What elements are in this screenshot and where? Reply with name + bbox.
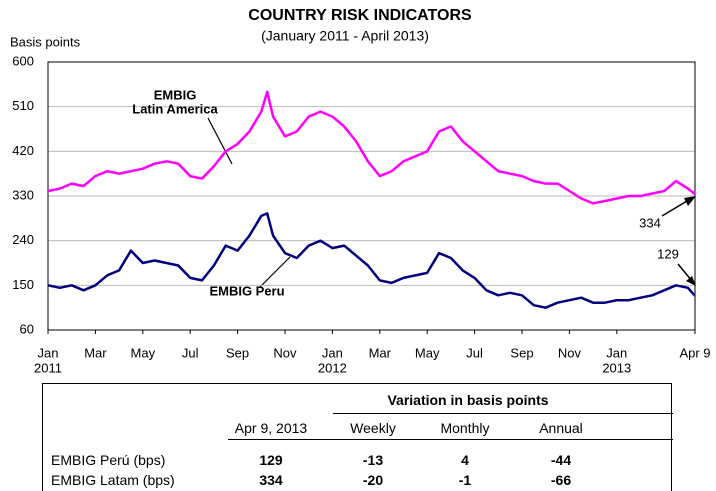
cell: -66 bbox=[550, 472, 572, 488]
annotation: 334 bbox=[639, 215, 661, 230]
x-year-label: 2012 bbox=[318, 360, 347, 375]
arrow-head bbox=[686, 276, 696, 286]
x-tick-label: Mar bbox=[84, 345, 107, 360]
arrow-head bbox=[684, 196, 696, 206]
cell: 334 bbox=[259, 472, 283, 488]
annotation: EMBIG bbox=[154, 87, 197, 102]
column-header: Annual bbox=[539, 420, 583, 436]
arrow bbox=[259, 256, 291, 288]
column-header: Apr 9, 2013 bbox=[234, 420, 308, 436]
x-tick-label: Nov bbox=[273, 345, 297, 360]
y-axis-label: Basis points bbox=[10, 34, 81, 49]
x-tick-label: May bbox=[131, 345, 156, 360]
y-tick-label: 420 bbox=[12, 143, 34, 158]
header-rule bbox=[333, 413, 673, 414]
cell: 129 bbox=[259, 452, 283, 468]
y-tick-label: 60 bbox=[20, 321, 34, 336]
x-tick-label: Jul bbox=[182, 345, 199, 360]
x-year-label: 2013 bbox=[602, 360, 631, 375]
y-tick-label: 510 bbox=[12, 98, 34, 113]
table: Variation in basis points Apr 9, 2013 Week… bbox=[42, 383, 673, 491]
series-line bbox=[47, 212, 696, 309]
x-tick-label: Jan bbox=[322, 345, 343, 360]
series-line bbox=[47, 90, 696, 205]
row-label: EMBIG Perú (bps) bbox=[51, 452, 166, 468]
x-tick-label: Sep bbox=[510, 345, 533, 360]
annotation: EMBIG Peru bbox=[209, 283, 284, 298]
annotation: 129 bbox=[657, 246, 679, 261]
row-label: EMBIG Latam (bps) bbox=[51, 472, 175, 488]
annotation: Latin America bbox=[132, 101, 218, 116]
cell: -13 bbox=[362, 452, 384, 468]
x-tick-label: Jan bbox=[38, 345, 59, 360]
cell: -44 bbox=[550, 452, 572, 468]
column-header: Weekly bbox=[350, 420, 396, 436]
x-tick-label: Mar bbox=[369, 345, 392, 360]
plot-frame bbox=[47, 61, 696, 331]
x-tick-label: Jan bbox=[606, 345, 627, 360]
chart-title: COUNTRY RISK INDICATORS bbox=[248, 7, 472, 24]
cell: -1 bbox=[458, 472, 472, 488]
y-tick-label: 150 bbox=[12, 277, 34, 292]
chart-subtitle: (January 2011 - April 2013) bbox=[261, 28, 429, 44]
arrow bbox=[207, 117, 233, 165]
column-header: Monthly bbox=[440, 420, 490, 436]
x-tick-label: Nov bbox=[558, 345, 582, 360]
x-tick-label: Apr 9 bbox=[679, 345, 710, 360]
y-tick-label: 240 bbox=[12, 232, 34, 247]
header-rule bbox=[228, 439, 673, 440]
y-tick-label: 330 bbox=[12, 187, 34, 202]
group-header: Variation in basis points bbox=[387, 392, 549, 408]
y-tick-label: 600 bbox=[12, 53, 34, 68]
x-tick-label: May bbox=[415, 345, 440, 360]
x-year-label: 2011 bbox=[34, 360, 62, 375]
x-tick-label: Sep bbox=[226, 345, 249, 360]
x-tick-label: Jul bbox=[466, 345, 483, 360]
cell: 4 bbox=[461, 452, 469, 468]
cell: -20 bbox=[362, 472, 384, 488]
chart: COUNTRY RISK INDICATORS (January 2011 - … bbox=[10, 7, 711, 375]
